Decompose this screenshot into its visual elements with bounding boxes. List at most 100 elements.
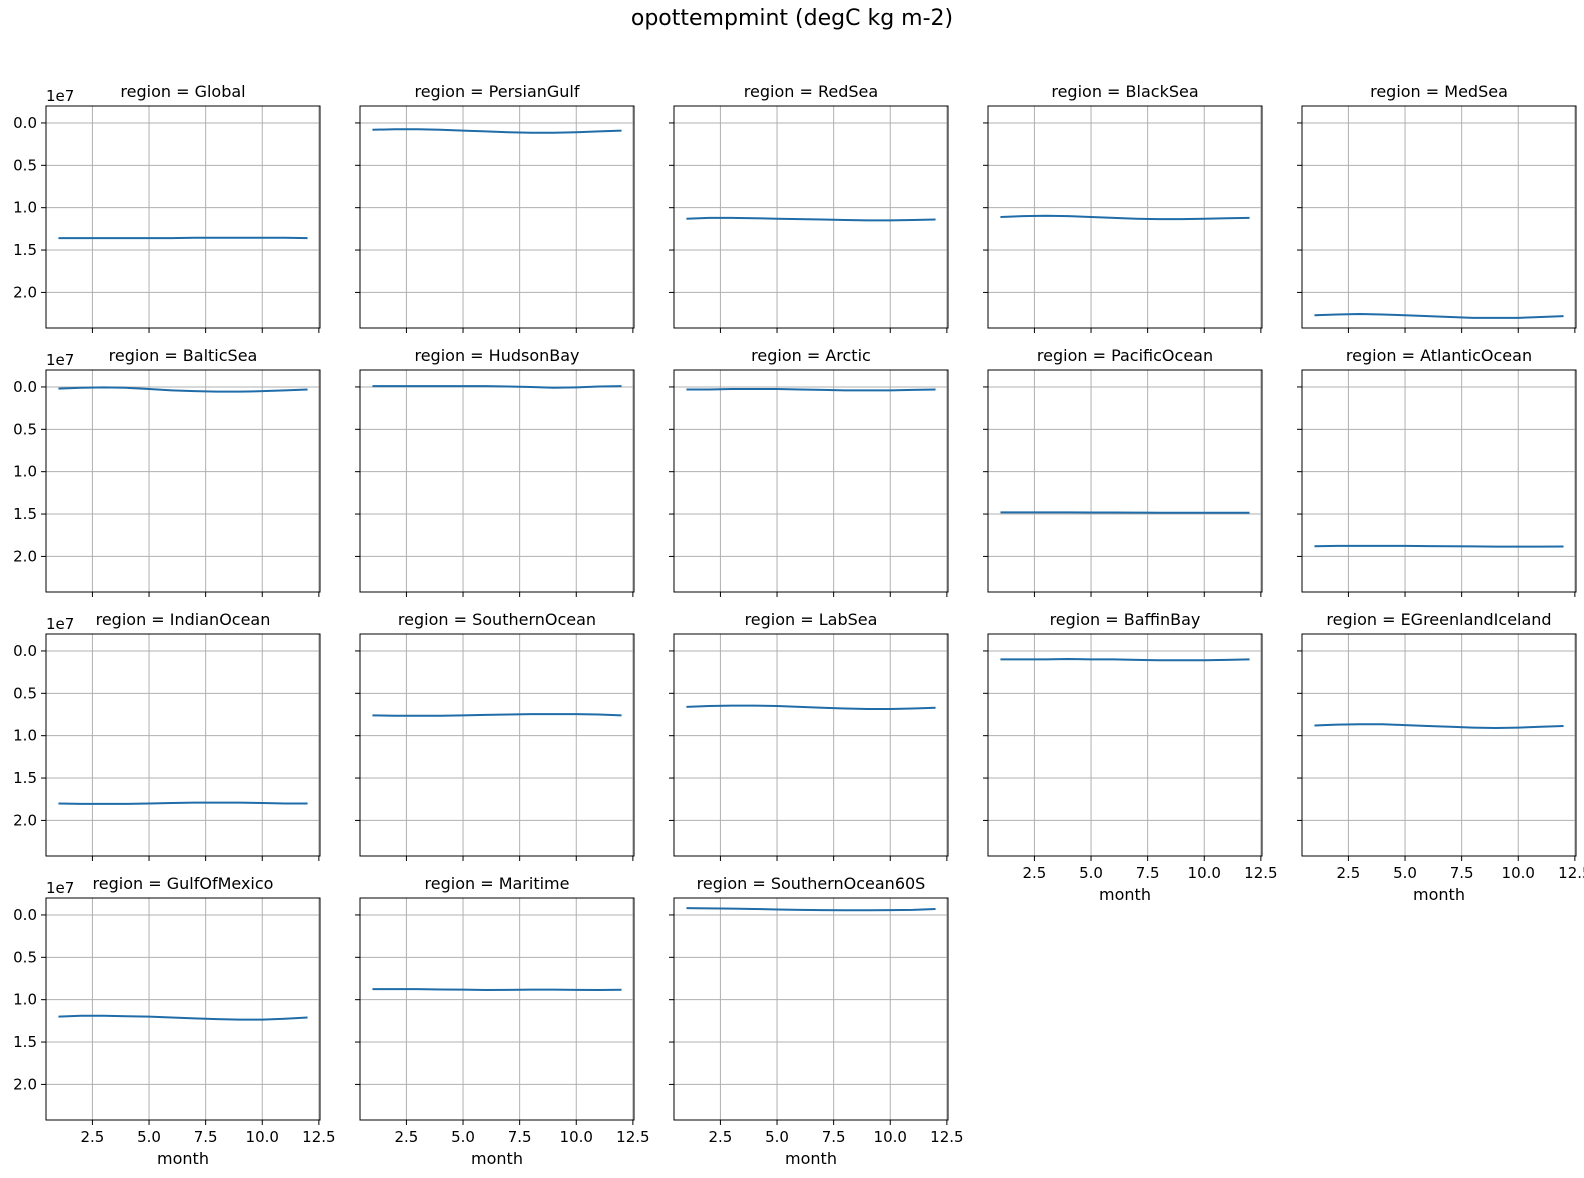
x-tick-label: 10.0 [246, 1128, 279, 1146]
panel-5: 0.0 0.5 1.0 1.5 2.0 1e7 region = BalticSea [13, 346, 321, 597]
panel-title: region = Global [120, 82, 245, 101]
y-tick-label: 0.0 [13, 906, 37, 924]
series-line [686, 704, 936, 710]
panel-6: region = HudsonBay [355, 346, 635, 597]
panel-title: region = AtlanticOcean [1346, 346, 1532, 365]
y-offset-label: 1e7 [46, 87, 74, 105]
x-tick-label: 2.5 [708, 1128, 732, 1146]
x-tick-label: 5.0 [1393, 864, 1417, 882]
panel-9: region = AtlanticOcean [1297, 346, 1577, 597]
series-line [1314, 723, 1564, 730]
series-line [372, 385, 622, 389]
x-tick-label: 7.5 [508, 1128, 532, 1146]
panel-title: region = GulfOfMexico [93, 874, 274, 893]
y-offset-label: 1e7 [46, 879, 74, 897]
panel-0: 0.0 0.5 1.0 1.5 2.0 1e7 region = Global [13, 82, 321, 333]
x-tick-label: 5.0 [451, 1128, 475, 1146]
x-tick-label: 7.5 [822, 1128, 846, 1146]
series-line [1314, 313, 1564, 319]
x-tick-label: 2.5 [1022, 864, 1046, 882]
x-tick-label: 12.5 [616, 1128, 649, 1146]
y-tick-label: 1.0 [13, 991, 37, 1009]
x-axis-label: month [1413, 885, 1465, 904]
panel-title: region = PacificOcean [1037, 346, 1213, 365]
axes-frame [45, 105, 321, 329]
y-offset-label: 1e7 [46, 351, 74, 369]
panel-11: region = SouthernOcean [355, 610, 635, 861]
panel-16: 2.5 5.0 7.5 10.0 12.5 region = Maritime month [355, 874, 650, 1168]
series-line [1000, 214, 1250, 221]
x-axis-label: month [471, 1149, 523, 1168]
panel-title: region = MedSea [1370, 82, 1508, 101]
panel-2: region = RedSea [669, 82, 949, 333]
panel-title: region = SouthernOcean60S [697, 874, 926, 893]
x-tick-label: 5.0 [765, 1128, 789, 1146]
axes-frame [673, 897, 949, 1121]
axes-frame [1301, 369, 1577, 593]
figure-title: opottempmint (degC kg m-2) [630, 6, 954, 31]
panel-title: region = BalticSea [109, 346, 258, 365]
x-tick-label: 12.5 [930, 1128, 963, 1146]
y-tick-label: 1.5 [13, 769, 37, 787]
series-line [1000, 657, 1250, 662]
series-line [58, 386, 308, 393]
y-tick-label: 2.0 [13, 811, 37, 829]
axes-frame [987, 633, 1263, 857]
panel-title: region = LabSea [745, 610, 878, 629]
panel-1: region = PersianGulf [355, 82, 635, 333]
x-tick-label: 2.5 [394, 1128, 418, 1146]
panel-12: region = LabSea [669, 610, 949, 861]
panel-14: 2.5 5.0 7.5 10.0 12.5 region = EGreenlandIcel… [1297, 610, 1584, 904]
y-tick-label: 1.0 [13, 463, 37, 481]
series-line [686, 388, 936, 392]
axes-frame [673, 633, 949, 857]
x-tick-label: 5.0 [1079, 864, 1103, 882]
y-tick-label: 2.0 [13, 283, 37, 301]
x-tick-label: 5.0 [137, 1128, 161, 1146]
x-axis-label: month [1099, 885, 1151, 904]
y-tick-label: 0.0 [13, 114, 37, 132]
series-line [372, 988, 622, 991]
axes-frame [45, 897, 321, 1121]
axes-frame [987, 369, 1263, 593]
x-tick-label: 12.5 [1244, 864, 1277, 882]
y-tick-label: 0.5 [13, 420, 37, 438]
y-tick-label: 1.0 [13, 727, 37, 745]
y-tick-label: 0.5 [13, 948, 37, 966]
panel-3: region = BlackSea [983, 82, 1263, 333]
panel-title: region = BlackSea [1051, 82, 1198, 101]
panel-title: region = Maritime [425, 874, 570, 893]
x-tick-label: 7.5 [194, 1128, 218, 1146]
panel-title: region = BaffinBay [1050, 610, 1201, 629]
axes-frame [359, 633, 635, 857]
axes-frame [359, 897, 635, 1121]
x-tick-label: 10.0 [874, 1128, 907, 1146]
x-tick-label: 10.0 [1502, 864, 1535, 882]
panel-title: region = PersianGulf [414, 82, 579, 101]
x-axis-label: month [157, 1149, 209, 1168]
series-line [372, 128, 622, 134]
series-line [686, 216, 936, 222]
y-offset-label: 1e7 [46, 615, 74, 633]
y-tick-label: 1.5 [13, 1033, 37, 1051]
panel-10: 0.0 0.5 1.0 1.5 2.0 1e7 region = IndianOcean [13, 610, 321, 861]
x-tick-label: 7.5 [1450, 864, 1474, 882]
x-tick-label: 10.0 [1188, 864, 1221, 882]
panel-title: region = EGreenlandIceland [1326, 610, 1551, 629]
axes-frame [673, 105, 949, 329]
axes-frame [673, 369, 949, 593]
y-tick-label: 0.0 [13, 378, 37, 396]
panel-17: 2.5 5.0 7.5 10.0 12.5 region = SouthernOcean6… [669, 874, 964, 1168]
axes-frame [1301, 105, 1577, 329]
panel-15: 2.5 5.0 7.5 10.0 12.5 0.0 0.5 1.0 1.5 2.0 1e7 regio… [13, 874, 335, 1168]
axes-frame [45, 633, 321, 857]
y-tick-label: 1.5 [13, 241, 37, 259]
panel-title: region = SouthernOcean [398, 610, 596, 629]
y-tick-label: 1.5 [13, 505, 37, 523]
y-tick-label: 0.5 [13, 156, 37, 174]
x-tick-label: 12.5 [302, 1128, 335, 1146]
panel-title: region = RedSea [744, 82, 878, 101]
panel-title: region = HudsonBay [414, 346, 579, 365]
series-line [58, 801, 308, 805]
